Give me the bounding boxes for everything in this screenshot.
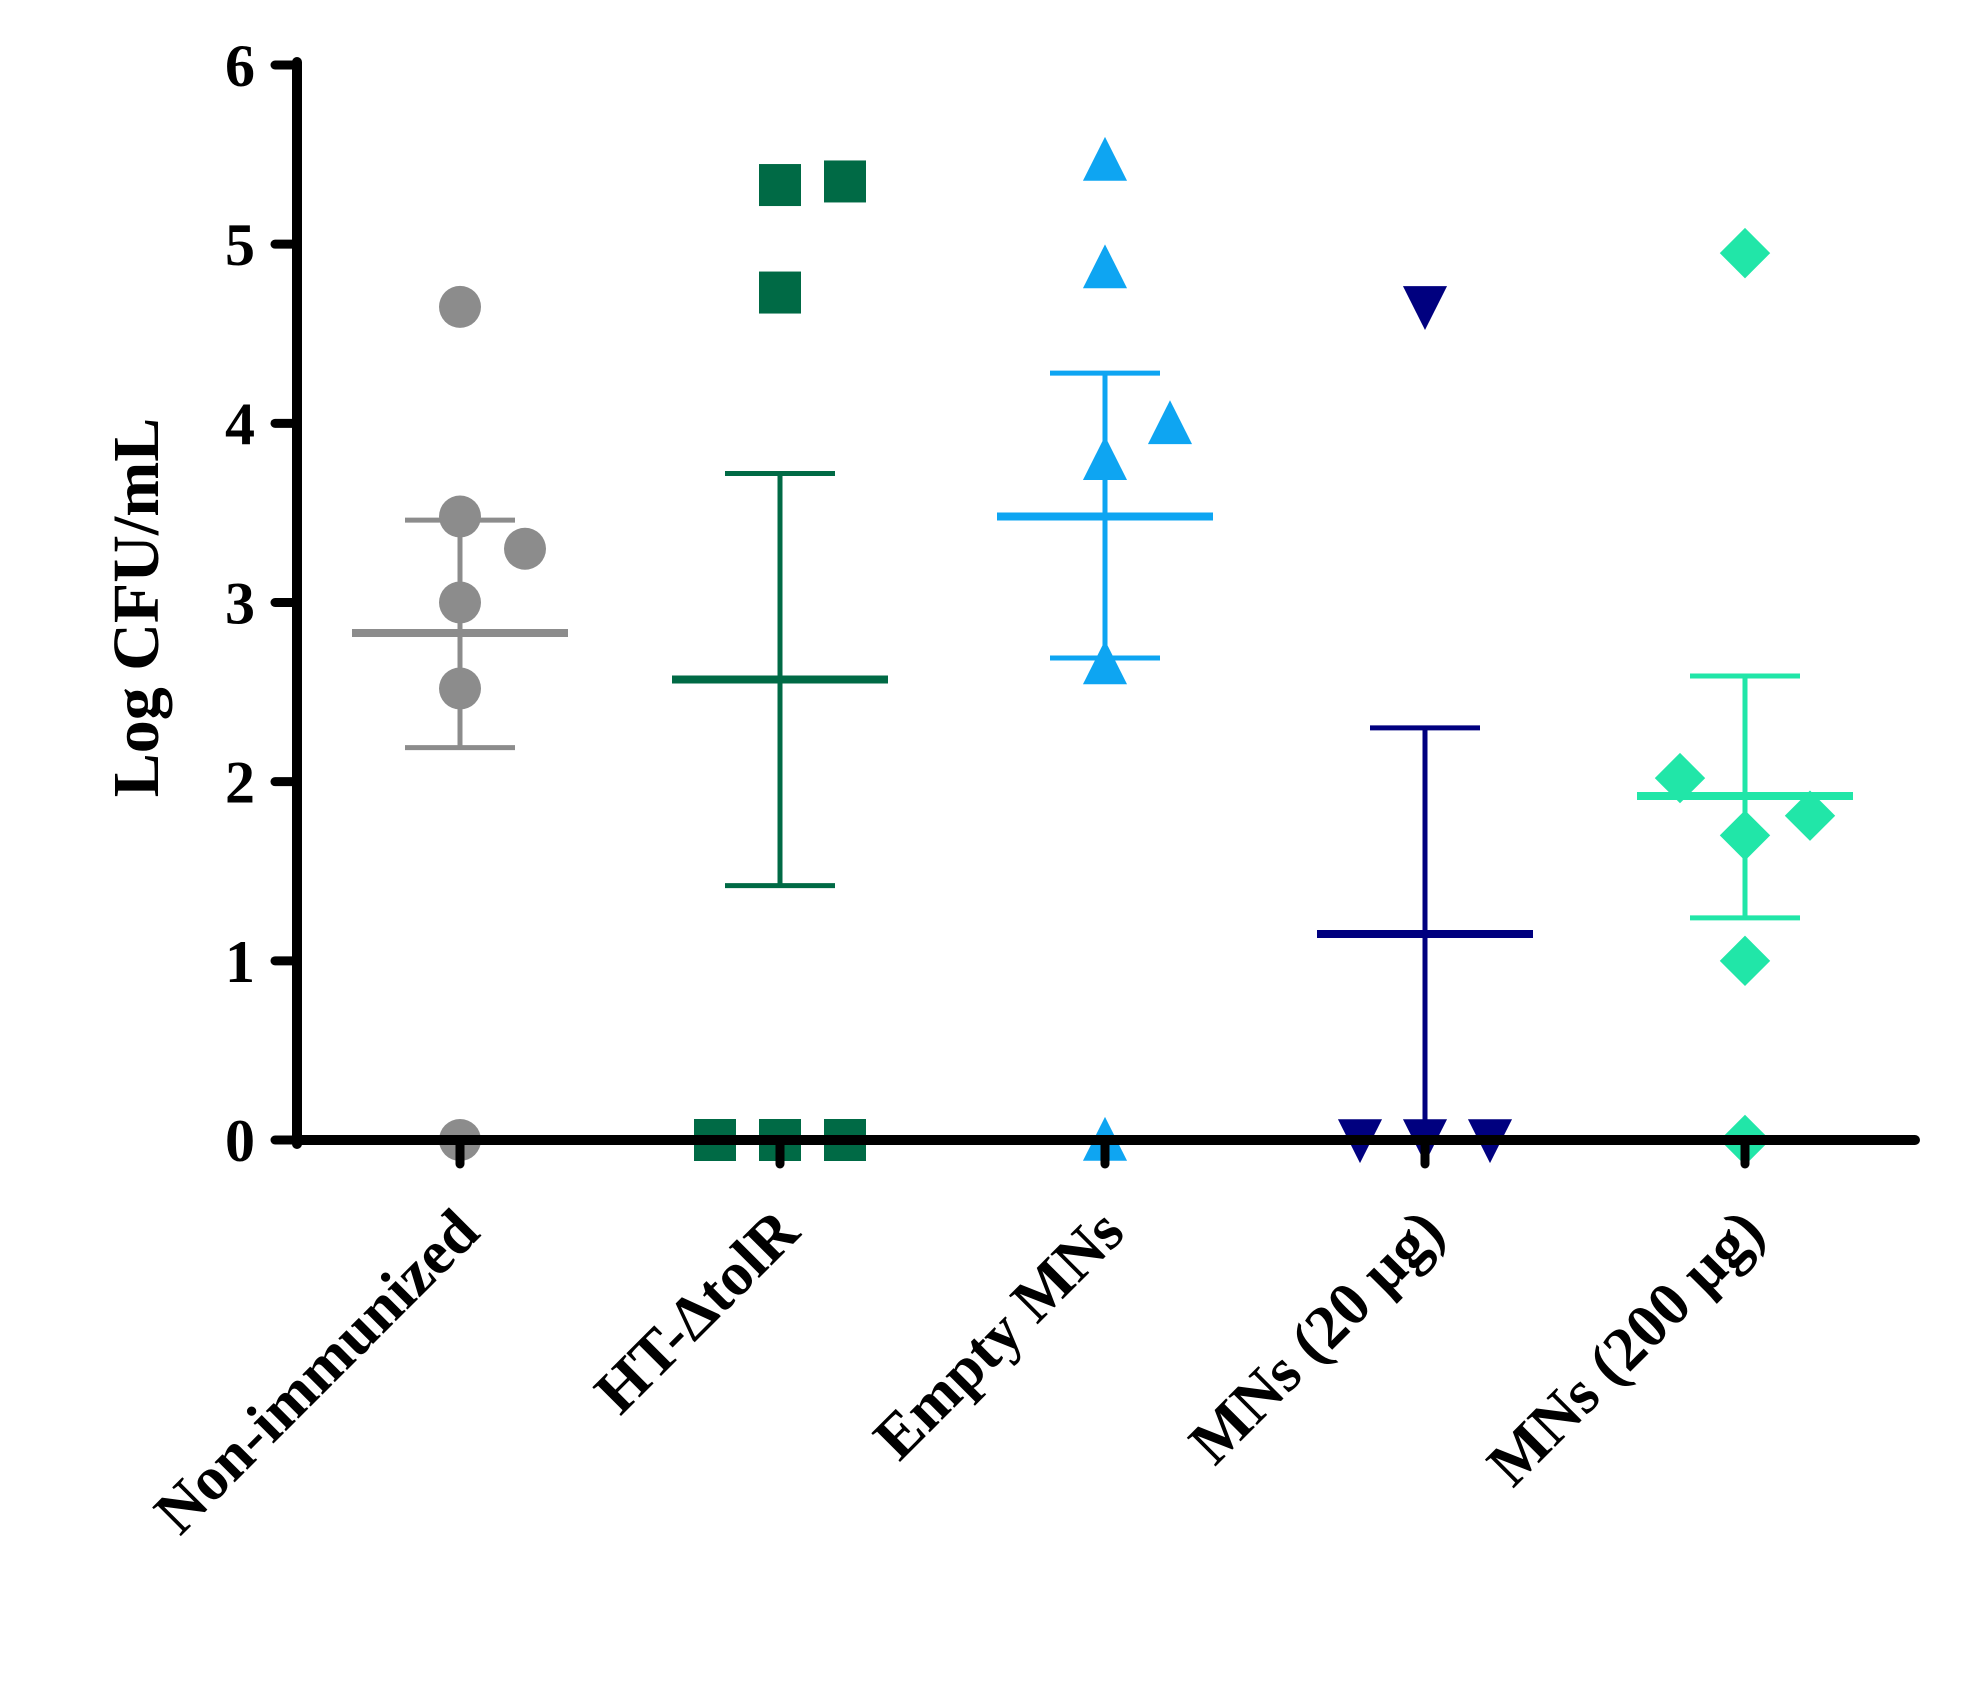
data-point (1402, 286, 1448, 330)
data-point (1654, 752, 1706, 804)
y-tick-label: 3 (225, 571, 255, 637)
y-tick-label: 5 (225, 212, 255, 278)
y-tick-label: 4 (225, 391, 255, 457)
data-point (1082, 136, 1128, 181)
x-tick-label: Non-immunized (142, 1197, 492, 1547)
y-tick-label: 2 (225, 750, 255, 816)
data-point (1082, 244, 1128, 289)
x-tick-label: MNs (200 µg) (1475, 1197, 1777, 1499)
y-axis-title: Log CFU/mL (100, 418, 173, 798)
x-tick-label: MNs (20 µg) (1177, 1197, 1457, 1477)
x-tick-label: Empty MNs (861, 1197, 1137, 1473)
data-point (504, 527, 546, 570)
data-point (1082, 436, 1128, 480)
x-tick-label: HT-ΔtolR (582, 1196, 813, 1427)
y-tick-label: 0 (225, 1108, 255, 1174)
y-tick-label: 6 (225, 33, 255, 99)
data-point (759, 164, 801, 207)
data-point (1719, 227, 1771, 279)
data-point (1784, 790, 1836, 841)
chart-marks (352, 136, 1853, 1166)
y-tick-label: 1 (225, 929, 255, 995)
data-point (439, 667, 481, 710)
data-point (759, 271, 801, 314)
data-point (439, 285, 481, 328)
data-point (1082, 640, 1128, 685)
data-point (1719, 935, 1771, 987)
data-point (439, 581, 481, 624)
data-point (1719, 810, 1771, 861)
data-point (439, 495, 481, 538)
data-point (1147, 400, 1193, 445)
data-point (824, 160, 866, 203)
